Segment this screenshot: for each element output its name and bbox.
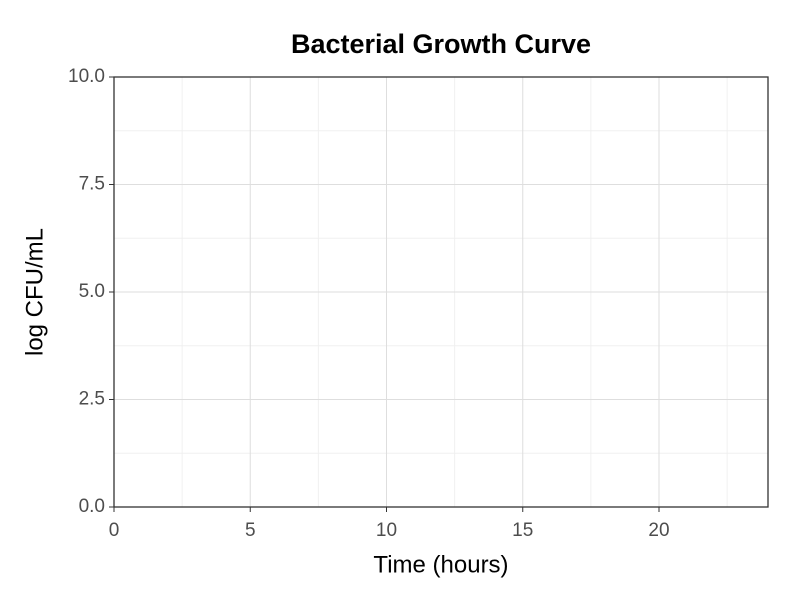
x-tick-label: 5 [245,520,256,541]
x-axis-title: Time (hours) [373,551,508,578]
y-tick-label: 7.5 [79,174,105,195]
x-tick-label: 15 [512,520,533,541]
x-tick-label: 20 [648,520,669,541]
chart-title: Bacterial Growth Curve [291,29,591,59]
y-tick-label: 2.5 [79,389,105,410]
y-tick-label: 0.0 [79,496,105,517]
y-tick-label: 10.0 [68,66,105,87]
panel-border [113,76,769,508]
x-tick-label: 10 [376,520,397,541]
y-axis-title: log CFU/mL [21,228,48,356]
y-tick-label: 5.0 [79,281,105,302]
x-tick-label: 0 [109,520,120,541]
